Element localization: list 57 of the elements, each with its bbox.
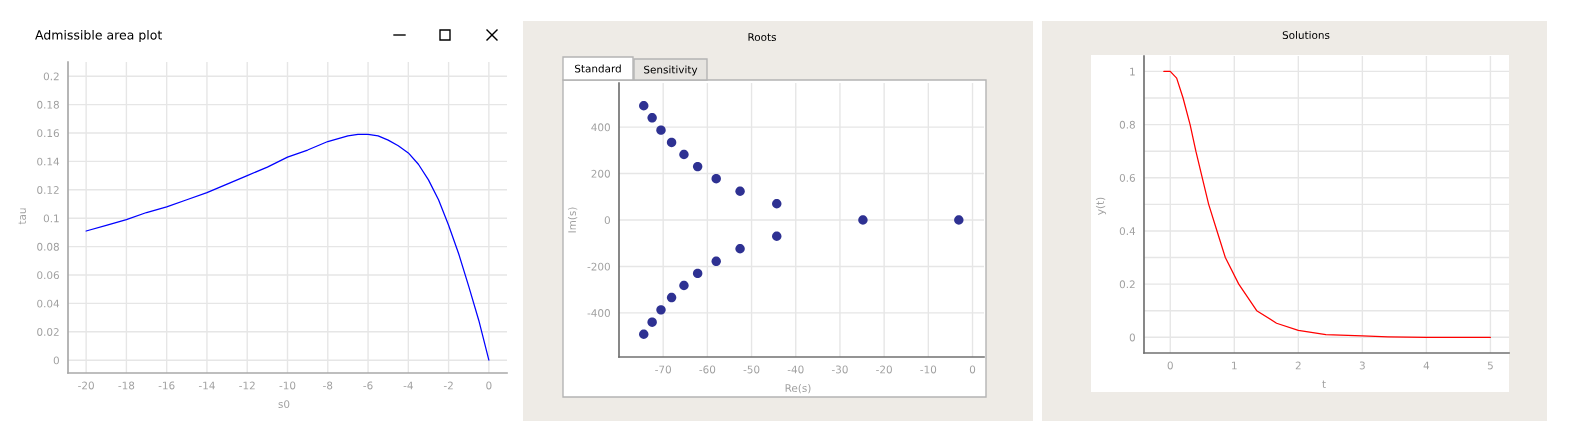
x-tick-label: -8 <box>323 381 333 390</box>
y-tick-label: 400 <box>591 123 610 132</box>
x-tick-label: -10 <box>279 381 296 390</box>
y-axis-title: y(t) <box>1095 197 1107 215</box>
text: Standard <box>574 64 621 73</box>
chart-title: Roots <box>748 33 776 42</box>
x-tick-label: -18 <box>118 381 135 390</box>
text: Sensitivity <box>644 65 698 76</box>
x-tick-label: -6 <box>363 381 373 390</box>
x-axis-title: t <box>1322 380 1326 388</box>
y-tick-label: 0.18 <box>37 100 59 109</box>
y-tick-label: 0.14 <box>37 157 60 166</box>
x-axis-title: s0 <box>278 400 290 409</box>
x-tick-label: -50 <box>743 365 760 374</box>
x-tick-label: -12 <box>239 381 255 390</box>
y-tick-label: -400 <box>587 309 610 317</box>
x-axis-title: Re(s) <box>785 383 811 394</box>
y-tick-label: 0.06 <box>37 271 60 280</box>
y-tick-label: 0.04 <box>37 299 60 308</box>
y-tick-label: 0 <box>604 216 610 225</box>
x-tick-label: 4 <box>1423 361 1430 370</box>
y-tick-label: 0.16 <box>37 129 60 138</box>
x-tick-label: -30 <box>831 365 848 374</box>
x-tick-label: 0 <box>486 381 492 390</box>
y-tick-label: 0.8 <box>1119 120 1135 129</box>
chart-title: Admissible area plot <box>35 29 162 43</box>
x-tick-label: 5 <box>1487 361 1493 370</box>
x-tick-label: -4 <box>403 381 413 390</box>
x-tick-label: -16 <box>158 381 175 390</box>
x-tick-label: -40 <box>787 365 804 374</box>
y-tick-label: 0.1 <box>43 214 59 223</box>
y-tick-label: 0.08 <box>37 242 59 251</box>
y-tick-label: -200 <box>587 262 610 271</box>
y-tick-label: 0.02 <box>37 328 59 336</box>
x-tick-label: 2 <box>1295 361 1301 370</box>
x-tick-label: -14 <box>198 381 215 390</box>
y-tick-label: 0.6 <box>1119 174 1136 182</box>
y-tick-label: 0.12 <box>37 186 59 194</box>
x-tick-label: -2 <box>443 381 453 390</box>
y-tick-label: 0 <box>1129 333 1135 342</box>
y-tick-label: 0.2 <box>1119 280 1135 289</box>
chart-title: Solutions <box>1282 30 1330 40</box>
y-axis-title: tau <box>18 208 27 225</box>
y-tick-label: 0.2 <box>43 72 59 81</box>
x-tick-label: -60 <box>699 365 716 374</box>
y-axis-title: Im(s) <box>567 207 578 233</box>
y-tick-label: 1 <box>1130 67 1135 76</box>
x-tick-label: -20 <box>876 365 892 374</box>
x-tick-label: -10 <box>920 365 937 374</box>
x-tick-label: 1 <box>1232 361 1237 370</box>
y-tick-label: 0.4 <box>1119 227 1136 236</box>
x-tick-label: 3 <box>1359 361 1365 370</box>
y-tick-label: 200 <box>591 169 610 178</box>
x-tick-label: -70 <box>655 365 671 374</box>
x-tick-label: 0 <box>969 365 976 374</box>
x-tick-label: -20 <box>78 381 94 390</box>
x-tick-label: 0 <box>1167 361 1173 370</box>
